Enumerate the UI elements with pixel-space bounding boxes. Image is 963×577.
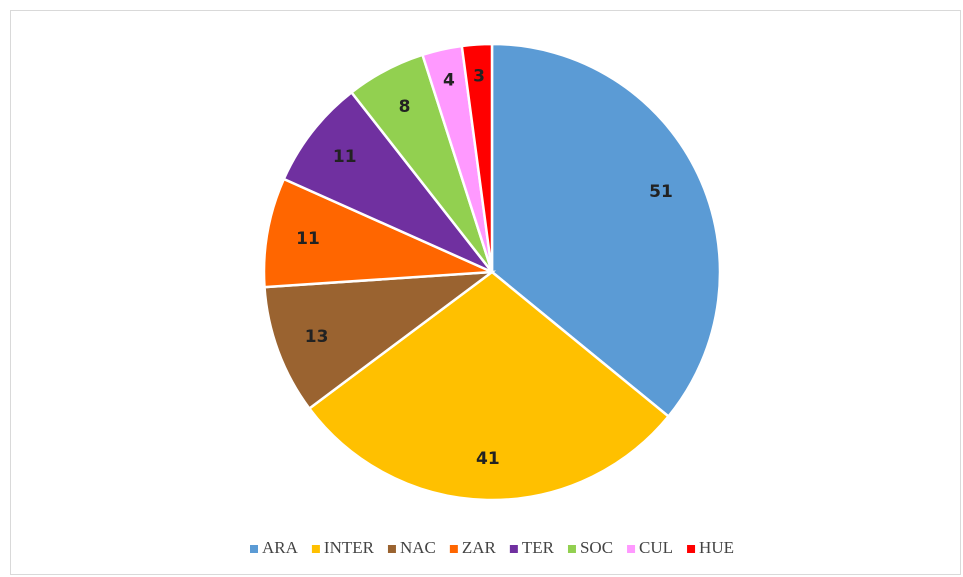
legend-label: INTER	[324, 538, 375, 557]
legend-swatch	[449, 545, 458, 553]
legend-label: NAC	[400, 538, 436, 557]
legend-swatch	[567, 545, 576, 553]
legend-label: HUE	[699, 538, 734, 557]
data-label: 8	[399, 97, 411, 117]
legend-label: ARA	[262, 538, 299, 557]
pie-slice	[262, 177, 493, 289]
legend-swatch	[627, 545, 636, 553]
legend-swatch	[687, 545, 696, 553]
pie-slice	[307, 270, 671, 502]
legend-swatch	[311, 545, 320, 553]
legend-label: SOC	[580, 538, 613, 557]
legend-label: ZAR	[462, 538, 497, 557]
data-label: 11	[333, 147, 357, 167]
legend-swatch	[250, 545, 258, 553]
legend-label: CUL	[639, 538, 673, 557]
legend-swatch	[509, 545, 518, 553]
pie-slice	[263, 270, 497, 411]
data-label: 51	[649, 182, 673, 202]
data-label: 13	[305, 327, 329, 347]
pie-slice	[282, 90, 493, 274]
pie-slice	[460, 42, 494, 273]
legend-swatch	[387, 545, 396, 553]
legend-label: TER	[522, 538, 555, 557]
pie-slice	[490, 42, 722, 419]
data-label: 3	[473, 66, 485, 86]
data-label: 4	[443, 71, 455, 91]
data-label: 41	[476, 449, 500, 469]
data-label: 11	[296, 229, 320, 249]
